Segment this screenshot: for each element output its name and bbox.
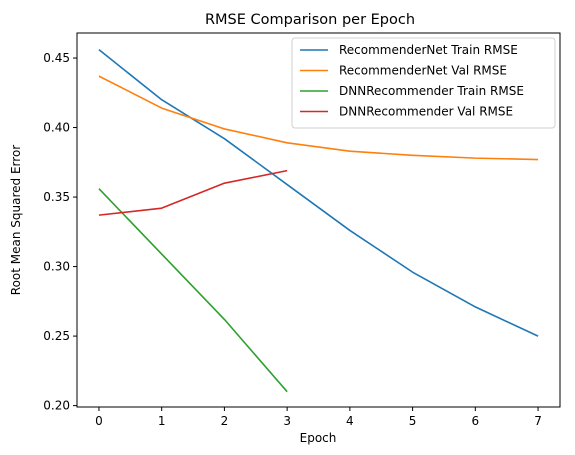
series-line-2 [98, 188, 288, 393]
plot-frame [76, 32, 561, 408]
y-tick-label: 0.35 [43, 190, 70, 204]
x-tick-label: 0 [95, 414, 103, 428]
y-axis-ticks: 0.20 0.25 0.30 0.35 0.40 0.45 [43, 51, 77, 413]
x-tick-label: 4 [346, 414, 354, 428]
x-axis-ticks: 0 1 2 3 4 5 6 7 [95, 407, 542, 428]
x-tick-label: 1 [158, 414, 166, 428]
y-tick-label: 0.40 [43, 121, 70, 135]
x-tick-label: 3 [283, 414, 291, 428]
legend-label: RecommenderNet Train RMSE [339, 43, 518, 57]
y-tick-label: 0.45 [43, 51, 70, 65]
chart-title: RMSE Comparison per Epoch [205, 12, 415, 28]
x-tick-label: 5 [409, 414, 417, 428]
legend-frame [291, 37, 556, 129]
legend-label: RecommenderNet Val RMSE [339, 64, 507, 78]
plot-area [98, 49, 539, 393]
x-tick-label: 2 [221, 414, 229, 428]
legend-label: DNNRecommender Train RMSE [339, 84, 524, 98]
legend-label: DNNRecommender Val RMSE [339, 105, 513, 119]
y-axis-label: Root Mean Squared Error [9, 145, 23, 296]
series-line-3 [98, 169, 288, 216]
series-line-1 [98, 75, 539, 161]
y-tick-label: 0.20 [43, 399, 70, 413]
y-tick-label: 0.25 [43, 329, 70, 343]
series-line-0 [98, 49, 539, 337]
x-axis-label: Epoch [300, 431, 337, 445]
x-tick-label: 6 [471, 414, 479, 428]
x-tick-label: 7 [534, 414, 542, 428]
y-tick-label: 0.30 [43, 260, 70, 274]
legend: RecommenderNet Train RMSE RecommenderNet … [291, 37, 556, 129]
